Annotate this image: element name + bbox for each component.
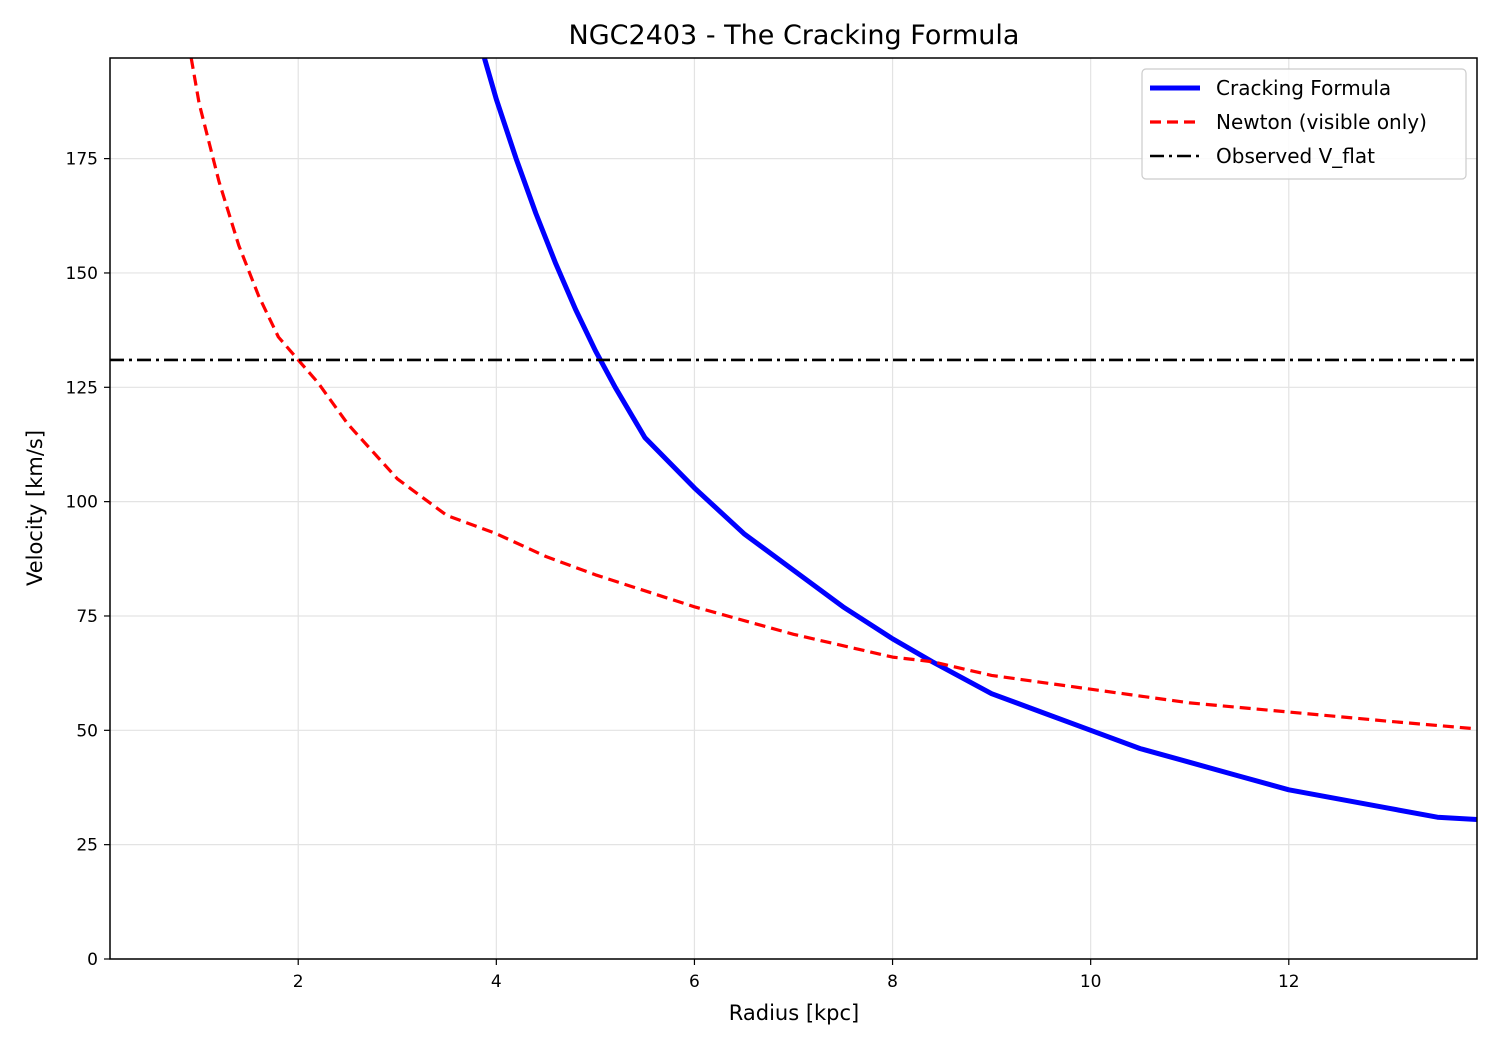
- y-tick-label: 125: [66, 378, 98, 398]
- y-tick-label: 175: [66, 150, 98, 170]
- x-tick-label: 8: [887, 972, 898, 992]
- legend-label-newton-visible-only: Newton (visible only): [1216, 110, 1427, 134]
- x-axis-label: Radius [kpc]: [729, 1001, 860, 1025]
- legend-label-observed-v-flat: Observed V_flat: [1216, 144, 1375, 168]
- x-tick-label: 12: [1278, 972, 1300, 992]
- y-tick-label: 25: [76, 836, 98, 856]
- x-tick-label: 4: [491, 972, 502, 992]
- y-tick-label: 0: [87, 950, 98, 970]
- y-tick-label: 150: [66, 264, 98, 284]
- chart-title: NGC2403 - The Cracking Formula: [569, 20, 1020, 51]
- legend-label-cracking-formula: Cracking Formula: [1216, 76, 1391, 100]
- x-tick-label: 2: [293, 972, 304, 992]
- legend-entries: Cracking Formula Newton (visible only) Obs…: [1150, 76, 1427, 168]
- ticks: 2 4 6 8 10 12 0 25 50 75 100 125 150 175: [66, 150, 1300, 992]
- plot-frame: [109, 57, 1478, 960]
- legend: Cracking Formula Newton (visible only) Obs…: [1141, 68, 1467, 180]
- x-tick-label: 10: [1080, 972, 1102, 992]
- grid: [110, 58, 1477, 960]
- x-tick-label: 6: [689, 972, 700, 992]
- y-tick-label: 100: [66, 493, 98, 513]
- series-line-newton-visible-only: [189, 58, 1477, 731]
- y-tick-label: 75: [76, 607, 98, 627]
- series-layer: [110, 58, 1477, 822]
- y-axis-label: Velocity [km/s]: [23, 430, 47, 586]
- y-tick-label: 50: [76, 721, 98, 741]
- legend-box: [1141, 68, 1467, 180]
- series-line-cracking-formula: [481, 58, 1477, 822]
